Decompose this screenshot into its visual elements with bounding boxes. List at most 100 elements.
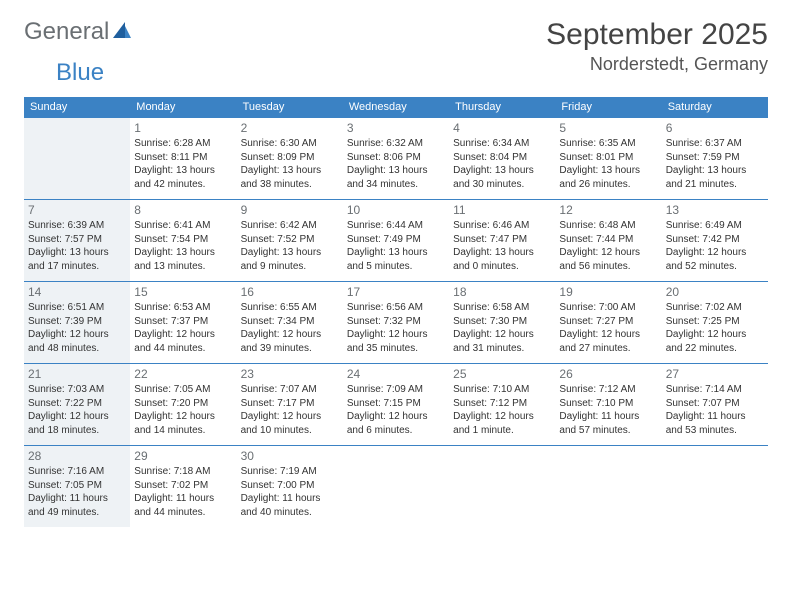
- day-header: Friday: [555, 97, 661, 117]
- calendar-cell: 11Sunrise: 6:46 AMSunset: 7:47 PMDayligh…: [449, 199, 555, 281]
- sunset-text: Sunset: 7:34 PM: [241, 315, 339, 329]
- daylight-text: Daylight: 13 hours and 21 minutes.: [666, 164, 764, 191]
- daylight-text: Daylight: 13 hours and 17 minutes.: [28, 246, 126, 273]
- day-number: 27: [666, 367, 764, 381]
- calendar-cell: 23 Sunrise: 7:07 AMSunset: 7:17 PMDayligh…: [237, 363, 343, 445]
- day-number: 7: [28, 203, 126, 217]
- sunset-text: Sunset: 8:04 PM: [453, 151, 551, 165]
- calendar-cell: 18Sunrise: 6:58 AMSunset: 7:30 PMDayligh…: [449, 281, 555, 363]
- day-header: Wednesday: [343, 97, 449, 117]
- day-number: 14: [28, 285, 126, 299]
- calendar-cell: 14Sunrise: 6:51 AMSunset: 7:39 PMDayligh…: [24, 281, 130, 363]
- sunset-text: Sunset: 7:54 PM: [134, 233, 232, 247]
- daylight-text: Daylight: 13 hours and 5 minutes.: [347, 246, 445, 273]
- day-number: 28: [28, 449, 126, 463]
- sunset-text: Sunset: 7:25 PM: [666, 315, 764, 329]
- sunrise-text: Sunrise: 7:19 AM: [241, 465, 339, 479]
- calendar-cell: 22Sunrise: 7:05 AMSunset: 7:20 PMDayligh…: [130, 363, 236, 445]
- sunset-text: Sunset: 7:20 PM: [134, 397, 232, 411]
- sunrise-text: Sunrise: 6:56 AM: [347, 301, 445, 315]
- sunrise-text: Sunrise: 7:09 AM: [347, 383, 445, 397]
- calendar-cell: 26Sunrise: 7:12 AMSunset: 7:10 PMDayligh…: [555, 363, 661, 445]
- daylight-text: Daylight: 12 hours and 10 minutes.: [241, 410, 339, 437]
- location: Norderstedt, Germany: [546, 54, 768, 75]
- sunrise-text: Sunrise: 6:51 AM: [28, 301, 126, 315]
- daylight-text: Daylight: 12 hours and 35 minutes.: [347, 328, 445, 355]
- calendar-cell: 9Sunrise: 6:42 AMSunset: 7:52 PMDaylight…: [237, 199, 343, 281]
- sunset-text: Sunset: 7:57 PM: [28, 233, 126, 247]
- sunrise-text: Sunrise: 7:12 AM: [559, 383, 657, 397]
- day-header: Monday: [130, 97, 236, 117]
- sunset-text: Sunset: 7:15 PM: [347, 397, 445, 411]
- sunset-text: Sunset: 7:39 PM: [28, 315, 126, 329]
- day-number: 13: [666, 203, 764, 217]
- calendar-cell: 1Sunrise: 6:28 AMSunset: 8:11 PMDaylight…: [130, 117, 236, 199]
- daylight-text: Daylight: 12 hours and 44 minutes.: [134, 328, 232, 355]
- calendar-cell: 16 Sunrise: 6:55 AMSunset: 7:34 PMDayligh…: [237, 281, 343, 363]
- sunset-text: Sunset: 8:06 PM: [347, 151, 445, 165]
- daylight-text: Daylight: 12 hours and 18 minutes.: [28, 410, 126, 437]
- sunrise-text: Sunrise: 6:34 AM: [453, 137, 551, 151]
- sunrise-text: Sunrise: 6:46 AM: [453, 219, 551, 233]
- daylight-text: Daylight: 12 hours and 14 minutes.: [134, 410, 232, 437]
- day-number: 16: [241, 285, 339, 299]
- day-number: 25: [453, 367, 551, 381]
- calendar-cell: 30Sunrise: 7:19 AMSunset: 7:00 PMDayligh…: [237, 445, 343, 527]
- calendar-cell: 15Sunrise: 6:53 AMSunset: 7:37 PMDayligh…: [130, 281, 236, 363]
- calendar-cell: 4 Sunrise: 6:34 AMSunset: 8:04 PMDaylight…: [449, 117, 555, 199]
- day-number: 3: [347, 121, 445, 135]
- daylight-text: Daylight: 11 hours and 49 minutes.: [28, 492, 126, 519]
- day-number: 22: [134, 367, 232, 381]
- sunrise-text: Sunrise: 7:00 AM: [559, 301, 657, 315]
- daylight-text: Daylight: 12 hours and 31 minutes.: [453, 328, 551, 355]
- day-number: 26: [559, 367, 657, 381]
- sunset-text: Sunset: 7:02 PM: [134, 479, 232, 493]
- sunset-text: Sunset: 7:47 PM: [453, 233, 551, 247]
- day-number: 4: [453, 121, 551, 135]
- sunrise-text: Sunrise: 6:37 AM: [666, 137, 764, 151]
- sunrise-text: Sunrise: 6:32 AM: [347, 137, 445, 151]
- calendar-cell: 19Sunrise: 7:00 AMSunset: 7:27 PMDayligh…: [555, 281, 661, 363]
- day-number: 15: [134, 285, 232, 299]
- day-number: 23: [241, 367, 339, 381]
- day-number: 11: [453, 203, 551, 217]
- daylight-text: Daylight: 12 hours and 52 minutes.: [666, 246, 764, 273]
- daylight-text: Daylight: 12 hours and 39 minutes.: [241, 328, 339, 355]
- sunset-text: Sunset: 7:59 PM: [666, 151, 764, 165]
- day-number: 8: [134, 203, 232, 217]
- sunrise-text: Sunrise: 6:35 AM: [559, 137, 657, 151]
- calendar-cell: 27Sunrise: 7:14 AMSunset: 7:07 PMDayligh…: [662, 363, 768, 445]
- sunrise-text: Sunrise: 6:55 AM: [241, 301, 339, 315]
- daylight-text: Daylight: 13 hours and 30 minutes.: [453, 164, 551, 191]
- daylight-text: Daylight: 12 hours and 22 minutes.: [666, 328, 764, 355]
- calendar-cell: 7Sunrise: 6:39 AMSunset: 7:57 PMDaylight…: [24, 199, 130, 281]
- day-number: 30: [241, 449, 339, 463]
- calendar-cell: 29Sunrise: 7:18 AMSunset: 7:02 PMDayligh…: [130, 445, 236, 527]
- sunrise-text: Sunrise: 7:07 AM: [241, 383, 339, 397]
- day-number: 24: [347, 367, 445, 381]
- sunrise-text: Sunrise: 7:18 AM: [134, 465, 232, 479]
- daylight-text: Daylight: 11 hours and 44 minutes.: [134, 492, 232, 519]
- calendar-cell: 10Sunrise: 6:44 AMSunset: 7:49 PMDayligh…: [343, 199, 449, 281]
- day-number: 5: [559, 121, 657, 135]
- sunset-text: Sunset: 7:07 PM: [666, 397, 764, 411]
- sunrise-text: Sunrise: 7:16 AM: [28, 465, 126, 479]
- sunset-text: Sunset: 7:17 PM: [241, 397, 339, 411]
- sunrise-text: Sunrise: 6:53 AM: [134, 301, 232, 315]
- sunset-text: Sunset: 7:22 PM: [28, 397, 126, 411]
- title-block: September 2025 Norderstedt, Germany: [546, 18, 768, 75]
- daylight-text: Daylight: 11 hours and 57 minutes.: [559, 410, 657, 437]
- logo: General: [24, 18, 135, 46]
- day-number: 19: [559, 285, 657, 299]
- daylight-text: Daylight: 12 hours and 56 minutes.: [559, 246, 657, 273]
- calendar-cell: 8Sunrise: 6:41 AMSunset: 7:54 PMDaylight…: [130, 199, 236, 281]
- sunset-text: Sunset: 7:42 PM: [666, 233, 764, 247]
- calendar-cell: 5Sunrise: 6:35 AMSunset: 8:01 PMDaylight…: [555, 117, 661, 199]
- daylight-text: Daylight: 12 hours and 1 minute.: [453, 410, 551, 437]
- calendar-cell: [24, 117, 130, 199]
- sunrise-text: Sunrise: 6:28 AM: [134, 137, 232, 151]
- logo-text-blue: Blue: [56, 59, 104, 86]
- sunrise-text: Sunrise: 7:03 AM: [28, 383, 126, 397]
- calendar-cell: 6Sunrise: 6:37 AMSunset: 7:59 PMDaylight…: [662, 117, 768, 199]
- calendar-cell: 20Sunrise: 7:02 AMSunset: 7:25 PMDayligh…: [662, 281, 768, 363]
